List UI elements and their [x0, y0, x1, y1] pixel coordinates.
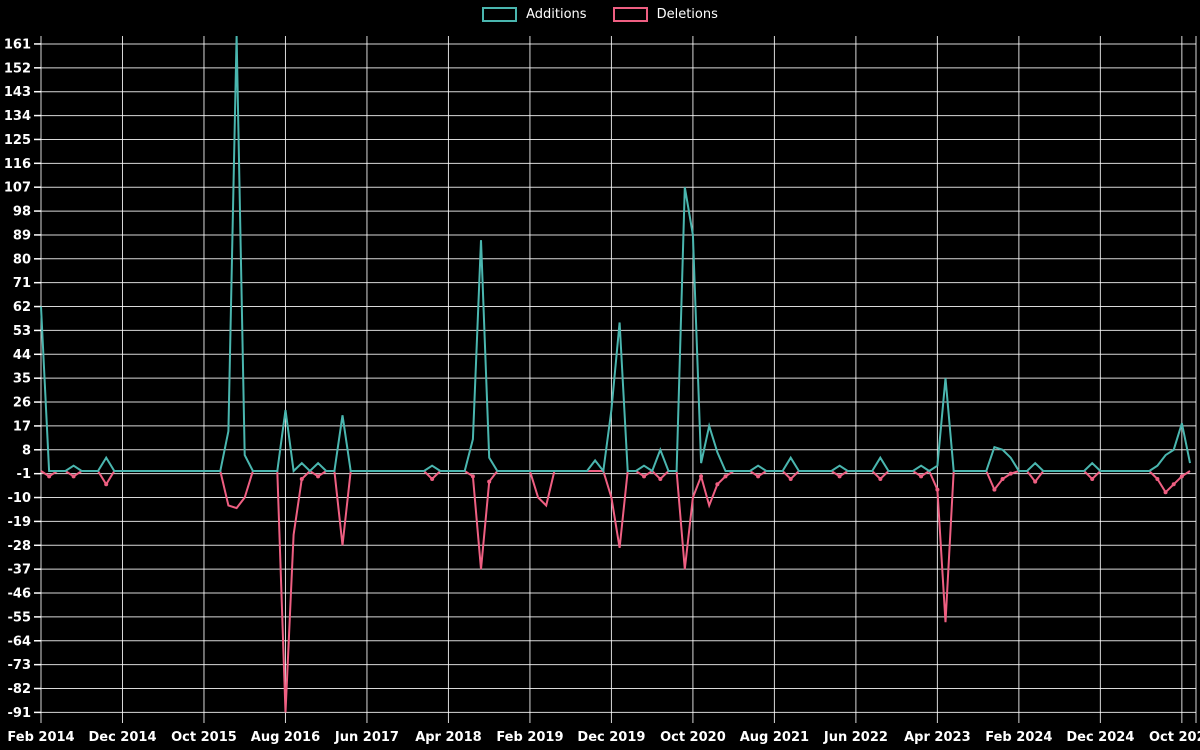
deletion-point-marker: [487, 479, 492, 484]
deletion-point-marker: [837, 474, 842, 479]
deletion-point-marker: [470, 474, 475, 479]
deletion-point-marker: [1008, 471, 1013, 476]
x-tick-label: Feb 2014: [7, 730, 74, 745]
deletions-line: [40, 469, 1191, 713]
deletion-point-marker: [1155, 476, 1160, 481]
y-tick-label: 53: [13, 324, 31, 339]
deletion-point-marker: [1000, 476, 1005, 481]
y-tick-label: 161: [4, 37, 31, 52]
deletion-point-marker: [935, 487, 940, 492]
y-tick-label: -37: [8, 563, 32, 578]
y-tick-label: 134: [4, 109, 31, 124]
deletion-point-marker: [723, 474, 728, 479]
additions-line: [40, 35, 1191, 474]
deletion-point-marker: [919, 474, 924, 479]
y-tick-label: 26: [13, 396, 31, 411]
x-tick-label: Dec 2019: [577, 730, 645, 745]
y-tick-label: -1: [17, 467, 31, 482]
x-tick-label: Feb 2019: [496, 730, 563, 745]
y-tick-label: -46: [8, 587, 32, 602]
y-tick-label: 107: [4, 181, 31, 196]
x-tick-label: Apr 2023: [904, 730, 971, 745]
legend-label-deletions: Deletions: [656, 7, 718, 22]
legend-item-additions[interactable]: Additions: [482, 7, 587, 22]
y-tick-label: 152: [4, 61, 31, 76]
x-tick-label: Oct 2015: [171, 730, 237, 745]
x-tick-label: Aug 2021: [740, 730, 809, 745]
deletion-point-marker: [1171, 482, 1176, 487]
deletion-point-marker: [47, 474, 52, 479]
deletion-point-marker: [658, 476, 663, 481]
deletion-point-marker: [699, 474, 704, 479]
x-tick-label: Oct 2020: [660, 730, 726, 745]
y-tick-label: 116: [4, 157, 31, 172]
deletion-point-marker: [299, 476, 304, 481]
deletion-point-marker: [715, 482, 720, 487]
y-tick-label: 8: [22, 443, 31, 458]
y-tick-label: 80: [13, 252, 31, 267]
legend-item-deletions[interactable]: Deletions: [612, 7, 718, 22]
deletion-point-marker: [1163, 490, 1168, 495]
y-tick-label: 44: [13, 348, 31, 363]
deletion-point-marker: [316, 474, 321, 479]
y-tick-label: -19: [8, 515, 32, 530]
y-tick-label: -28: [8, 539, 32, 554]
y-tick-label: 98: [13, 205, 31, 220]
y-tick-label: -64: [8, 634, 32, 649]
deletion-point-marker: [642, 474, 647, 479]
deletion-point-marker: [992, 487, 997, 492]
y-tick-label: 89: [13, 228, 31, 243]
y-tick-label: 125: [4, 133, 31, 148]
deletion-point-marker: [71, 474, 76, 479]
y-tick-label: -82: [8, 682, 32, 697]
y-tick-label: -73: [8, 658, 32, 673]
x-tick-label: Jun 2017: [334, 730, 399, 745]
deletion-point-marker: [878, 476, 883, 481]
deletion-point-marker: [756, 474, 761, 479]
additions-swatch-icon: [482, 7, 518, 22]
y-tick-label: -10: [8, 491, 32, 506]
x-tick-label: Feb 2024: [985, 730, 1052, 745]
chart-legend: Additions Deletions: [0, 7, 1200, 22]
x-tick-label: Apr 2018: [415, 730, 482, 745]
x-tick-label: Oct 2025: [1149, 730, 1200, 745]
y-tick-label: 71: [13, 276, 31, 291]
deletion-point-marker: [1090, 476, 1095, 481]
x-tick-label: Aug 2016: [251, 730, 320, 745]
deletion-point-marker: [430, 476, 435, 481]
deletions-swatch-icon: [612, 7, 648, 22]
deletion-point-marker: [104, 482, 109, 487]
x-tick-label: Dec 2024: [1066, 730, 1134, 745]
y-tick-label: 143: [4, 85, 31, 100]
y-tick-label: 17: [13, 419, 31, 434]
deletion-point-marker: [1179, 474, 1184, 479]
y-tick-label: -91: [8, 706, 32, 721]
y-tick-label: -55: [8, 610, 32, 625]
y-tick-label: 35: [13, 372, 31, 387]
x-tick-label: Jun 2022: [823, 730, 888, 745]
x-tick-label: Dec 2014: [88, 730, 156, 745]
y-tick-label: 62: [13, 300, 31, 315]
deletion-point-marker: [788, 476, 793, 481]
deletion-point-marker: [1033, 479, 1038, 484]
legend-label-additions: Additions: [526, 7, 587, 22]
